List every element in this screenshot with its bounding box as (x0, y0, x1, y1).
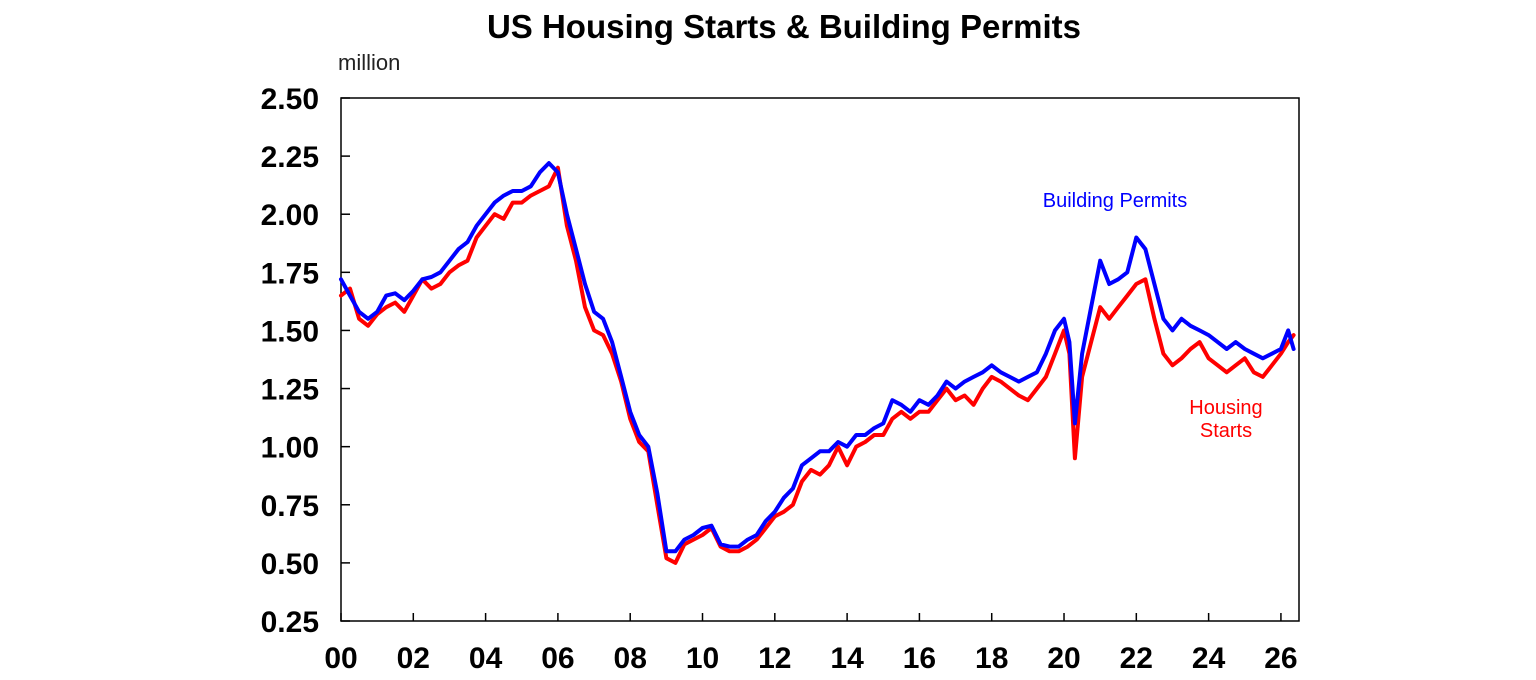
x-axis: 00 02 04 06 08 10 12 14 16 18 20 22 24 26 (324, 613, 1298, 675)
x-tick-label: 10 (686, 642, 719, 675)
y-tick-label: 1.00 (261, 432, 319, 465)
series-label-line: Building Permits (1043, 190, 1188, 212)
x-tick-label: 04 (469, 642, 503, 675)
x-tick-label: 24 (1192, 642, 1226, 675)
x-tick-label: 26 (1264, 642, 1297, 675)
chart-title: US Housing Starts & Building Permits (487, 8, 1081, 45)
x-tick-label: 06 (541, 642, 574, 675)
x-tick-label: 08 (614, 642, 647, 675)
x-tick-label: 00 (324, 642, 357, 675)
series-lines (339, 161, 1296, 565)
y-tick-label: 2.25 (261, 141, 319, 174)
y-tick-label: 0.25 (261, 606, 319, 639)
y-tick-label: 2.00 (261, 199, 319, 232)
y-axis: 2.50 2.25 2.00 1.75 1.50 1.25 1.00 0.75 0.50 0.25 (261, 83, 350, 639)
y-tick-label: 1.25 (261, 374, 319, 407)
y-tick-label: 2.50 (261, 83, 319, 116)
y-tick-label: 0.75 (261, 490, 319, 523)
y-tick-label: 0.50 (261, 548, 319, 581)
plot-frame (340, 97, 1300, 622)
x-tick-label: 20 (1047, 642, 1080, 675)
x-tick-label: 14 (830, 642, 864, 675)
x-tick-label: 16 (903, 642, 936, 675)
series-labels: Housing Starts Building Permits (1043, 190, 1263, 442)
series-label-line: Starts (1200, 420, 1252, 442)
series-label-housing-starts: Housing Starts (1189, 397, 1262, 442)
series-label-line: Housing (1189, 397, 1262, 419)
y-axis-unit-label: million (338, 50, 400, 75)
y-tick-label: 1.75 (261, 257, 319, 290)
y-tick-label: 1.50 (261, 315, 319, 348)
series-line-housing-starts (339, 165, 1296, 565)
x-tick-label: 22 (1120, 642, 1153, 675)
x-tick-label: 18 (975, 642, 1008, 675)
x-tick-label: 02 (397, 642, 430, 675)
series-label-building-permits: Building Permits (1043, 190, 1188, 212)
series-line-building-permits (339, 161, 1296, 554)
x-tick-label: 12 (758, 642, 791, 675)
